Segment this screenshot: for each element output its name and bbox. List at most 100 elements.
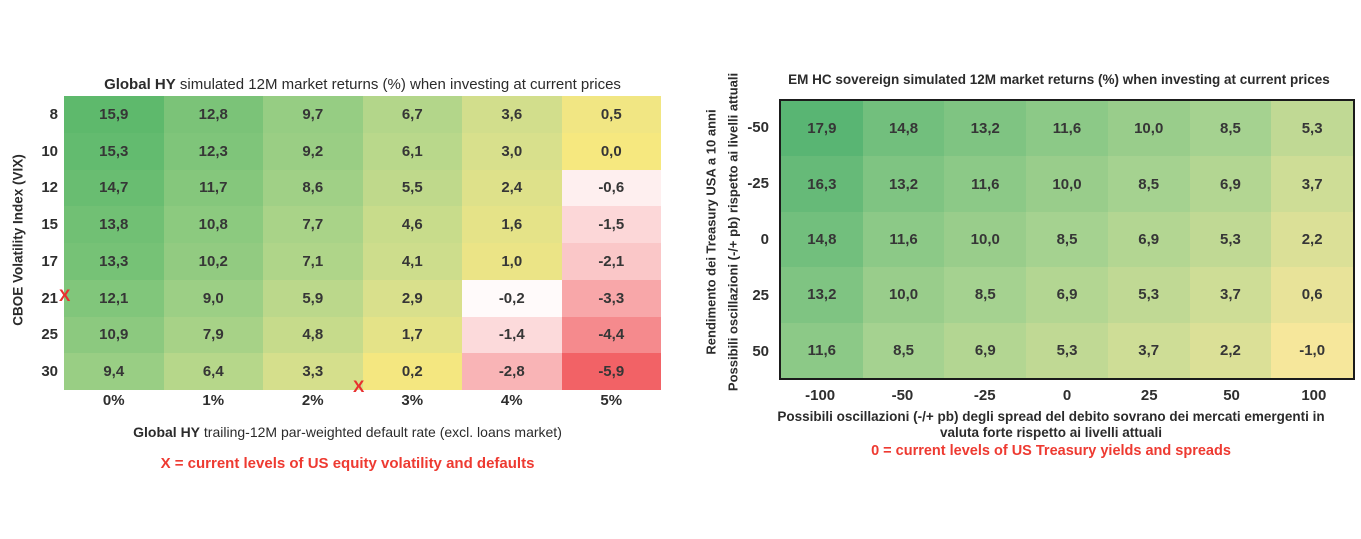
- heatmap-cell: 10,0: [1107, 101, 1190, 157]
- heatmap-cell: 4,6: [362, 206, 462, 243]
- heatmap-cell: 5,3: [1026, 322, 1108, 378]
- heatmap-cell: 17,9: [781, 101, 863, 157]
- heatmap-cell: 6,1: [362, 132, 462, 170]
- heatmap-cell: -3,3: [561, 279, 661, 317]
- heatmap-cell: 16,3: [781, 156, 863, 212]
- heatmap-cell: 9,4: [64, 353, 164, 390]
- y-axis-tick-label: -50: [747, 118, 769, 136]
- em-hc-caption-line1: Possibili oscillazioni (-/+ pb) degli sp…: [777, 409, 1325, 424]
- heatmap-cell: 1,0: [462, 243, 562, 280]
- global-hy-heatmap-grid: 15,9 12,8 9,7 6,7 3,6 0,5 15,3 12,3 9,2 6,1 3,0 0,0…: [64, 96, 661, 390]
- heatmap-cell: 12,8: [163, 96, 263, 133]
- heatmap-cell: 6,9: [944, 322, 1027, 378]
- x-axis-tick-label: -50: [891, 387, 914, 404]
- heatmap-cell: 3,0: [462, 132, 562, 170]
- heatmap-cell: 6,9: [1107, 211, 1190, 268]
- y-axis-tick-label: 0: [760, 231, 769, 248]
- heatmap-cell: 12,1: [64, 279, 164, 317]
- heatmap-cell: 0,5: [561, 96, 661, 133]
- heatmap-cell: 13,3: [64, 243, 164, 280]
- heatmap-cell: 6,9: [1026, 267, 1108, 323]
- heatmap-cell: 4,1: [362, 243, 462, 280]
- heatmap-cell: 0,2: [362, 353, 462, 390]
- heatmap-cell: 12,3: [163, 132, 263, 170]
- y-axis-tick-label: 50: [752, 343, 769, 361]
- em-hc-y-axis-label-line1: Rendimento dei Treasury USA a 10 anni: [703, 109, 719, 355]
- heatmap-cell: 13,8: [64, 206, 164, 243]
- global-hy-caption-rest: trailing-12M par-weighted default rate (…: [200, 424, 562, 440]
- global-hy-chart-title: Global HY simulated 12M market returns (…: [64, 76, 661, 93]
- y-axis-tick-label: 25: [41, 326, 58, 344]
- heatmap-cell: 11,6: [1026, 101, 1108, 157]
- y-axis-tick-label: -25: [747, 174, 769, 192]
- heatmap-cell: 6,9: [1189, 156, 1272, 212]
- heatmap-cell: 10,0: [944, 211, 1027, 268]
- heatmap-cell: 15,3: [64, 132, 164, 170]
- heatmap-cell: 13,2: [781, 267, 863, 323]
- x-axis-tick-label: 100: [1301, 387, 1327, 404]
- heatmap-cell: 10,0: [1026, 156, 1108, 212]
- heatmap-cell: 0,0: [561, 132, 661, 170]
- y-axis-tick-label: 17: [41, 252, 58, 270]
- heatmap-cell: -4,4: [561, 316, 661, 354]
- heatmap-cell: 8,5: [1189, 101, 1272, 157]
- x-axis-tick-label: 50: [1223, 387, 1240, 404]
- heatmap-cell: 5,3: [1107, 267, 1190, 323]
- heatmap-cell: 1,6: [462, 206, 562, 243]
- em-hc-row-labels: -50 -25 0 25 50: [733, 99, 773, 380]
- heatmap-cell: -0,2: [462, 279, 562, 317]
- heatmap-cell: 13,2: [862, 156, 945, 212]
- heatmap-cell: 15,9: [64, 96, 164, 133]
- x-axis-tick-label: 2%: [301, 392, 324, 409]
- heatmap-cell: 8,5: [1026, 211, 1108, 268]
- default-rate-current-level-marker-x: X: [353, 377, 365, 396]
- heatmap-cell: 11,6: [944, 156, 1027, 212]
- heatmap-cell: 10,8: [163, 206, 263, 243]
- y-axis-tick-label: 12: [41, 179, 58, 197]
- global-hy-title-bold: Global HY: [104, 76, 176, 93]
- x-axis-tick-label: 4%: [500, 392, 523, 409]
- heatmap-cell: 8,5: [1107, 156, 1190, 212]
- heatmap-cell: -2,1: [561, 243, 661, 280]
- heatmap-cell: 3,3: [263, 353, 363, 390]
- em-hc-chart-title: EM HC sovereign simulated 12M market ret…: [788, 72, 1330, 87]
- heatmap-cell: 10,0: [862, 267, 945, 323]
- heatmap-cell: 6,4: [163, 353, 263, 390]
- heatmap-cell: 7,1: [263, 243, 363, 280]
- heatmap-cell: 3,7: [1189, 267, 1272, 323]
- heatmap-cell: 5,9: [263, 279, 363, 317]
- heatmap-cell: 14,7: [64, 169, 164, 207]
- heatmap-cell: 7,7: [263, 206, 363, 243]
- heatmap-cell: 11,6: [781, 322, 863, 378]
- em-hc-col-labels: -100 -50 -25 0 25 50 100: [779, 387, 1355, 409]
- heatmap-cell: 1,7: [362, 316, 462, 354]
- global-hy-row-labels: 8 10 12 15 17 21 25 30: [24, 96, 58, 390]
- heatmap-cell: -1,5: [561, 206, 661, 243]
- heatmap-cell: 8,5: [944, 267, 1027, 323]
- x-axis-tick-label: 5%: [600, 392, 623, 409]
- heatmap-cell: 14,8: [781, 211, 863, 268]
- heatmap-cell: 11,7: [163, 169, 263, 207]
- global-hy-caption-bold: Global HY: [133, 424, 201, 440]
- em-hc-x-axis-caption: Possibili oscillazioni (-/+ pb) degli sp…: [744, 409, 1358, 441]
- heatmap-cell: 2,2: [1271, 211, 1353, 268]
- heatmap-cell: -1,0: [1271, 322, 1353, 378]
- heatmap-cell: 2,2: [1189, 322, 1272, 378]
- heatmap-cell: 10,9: [64, 316, 164, 354]
- heatmap-cell: 4,8: [263, 316, 363, 354]
- global-hy-title-rest: simulated 12M market returns (%) when in…: [175, 76, 621, 93]
- x-axis-tick-label: 0: [1062, 387, 1072, 404]
- x-axis-tick-label: 25: [1140, 387, 1158, 404]
- x-axis-tick-label: 0%: [102, 392, 125, 409]
- heatmap-cell: 2,4: [462, 169, 562, 207]
- heatmap-cell: 14,8: [862, 101, 945, 157]
- em-hc-caption-line2: valuta forte rispetto ai livelli attuali: [939, 425, 1163, 440]
- heatmap-cell: 3,6: [462, 96, 562, 133]
- heatmap-cell: -0,6: [561, 169, 661, 207]
- heatmap-cell: 0,6: [1271, 267, 1353, 323]
- heatmap-cell: 7,9: [163, 316, 263, 354]
- y-axis-tick-label: 15: [41, 216, 58, 234]
- y-axis-tick-label: 30: [41, 363, 58, 381]
- heatmap-cell: 6,7: [362, 96, 462, 133]
